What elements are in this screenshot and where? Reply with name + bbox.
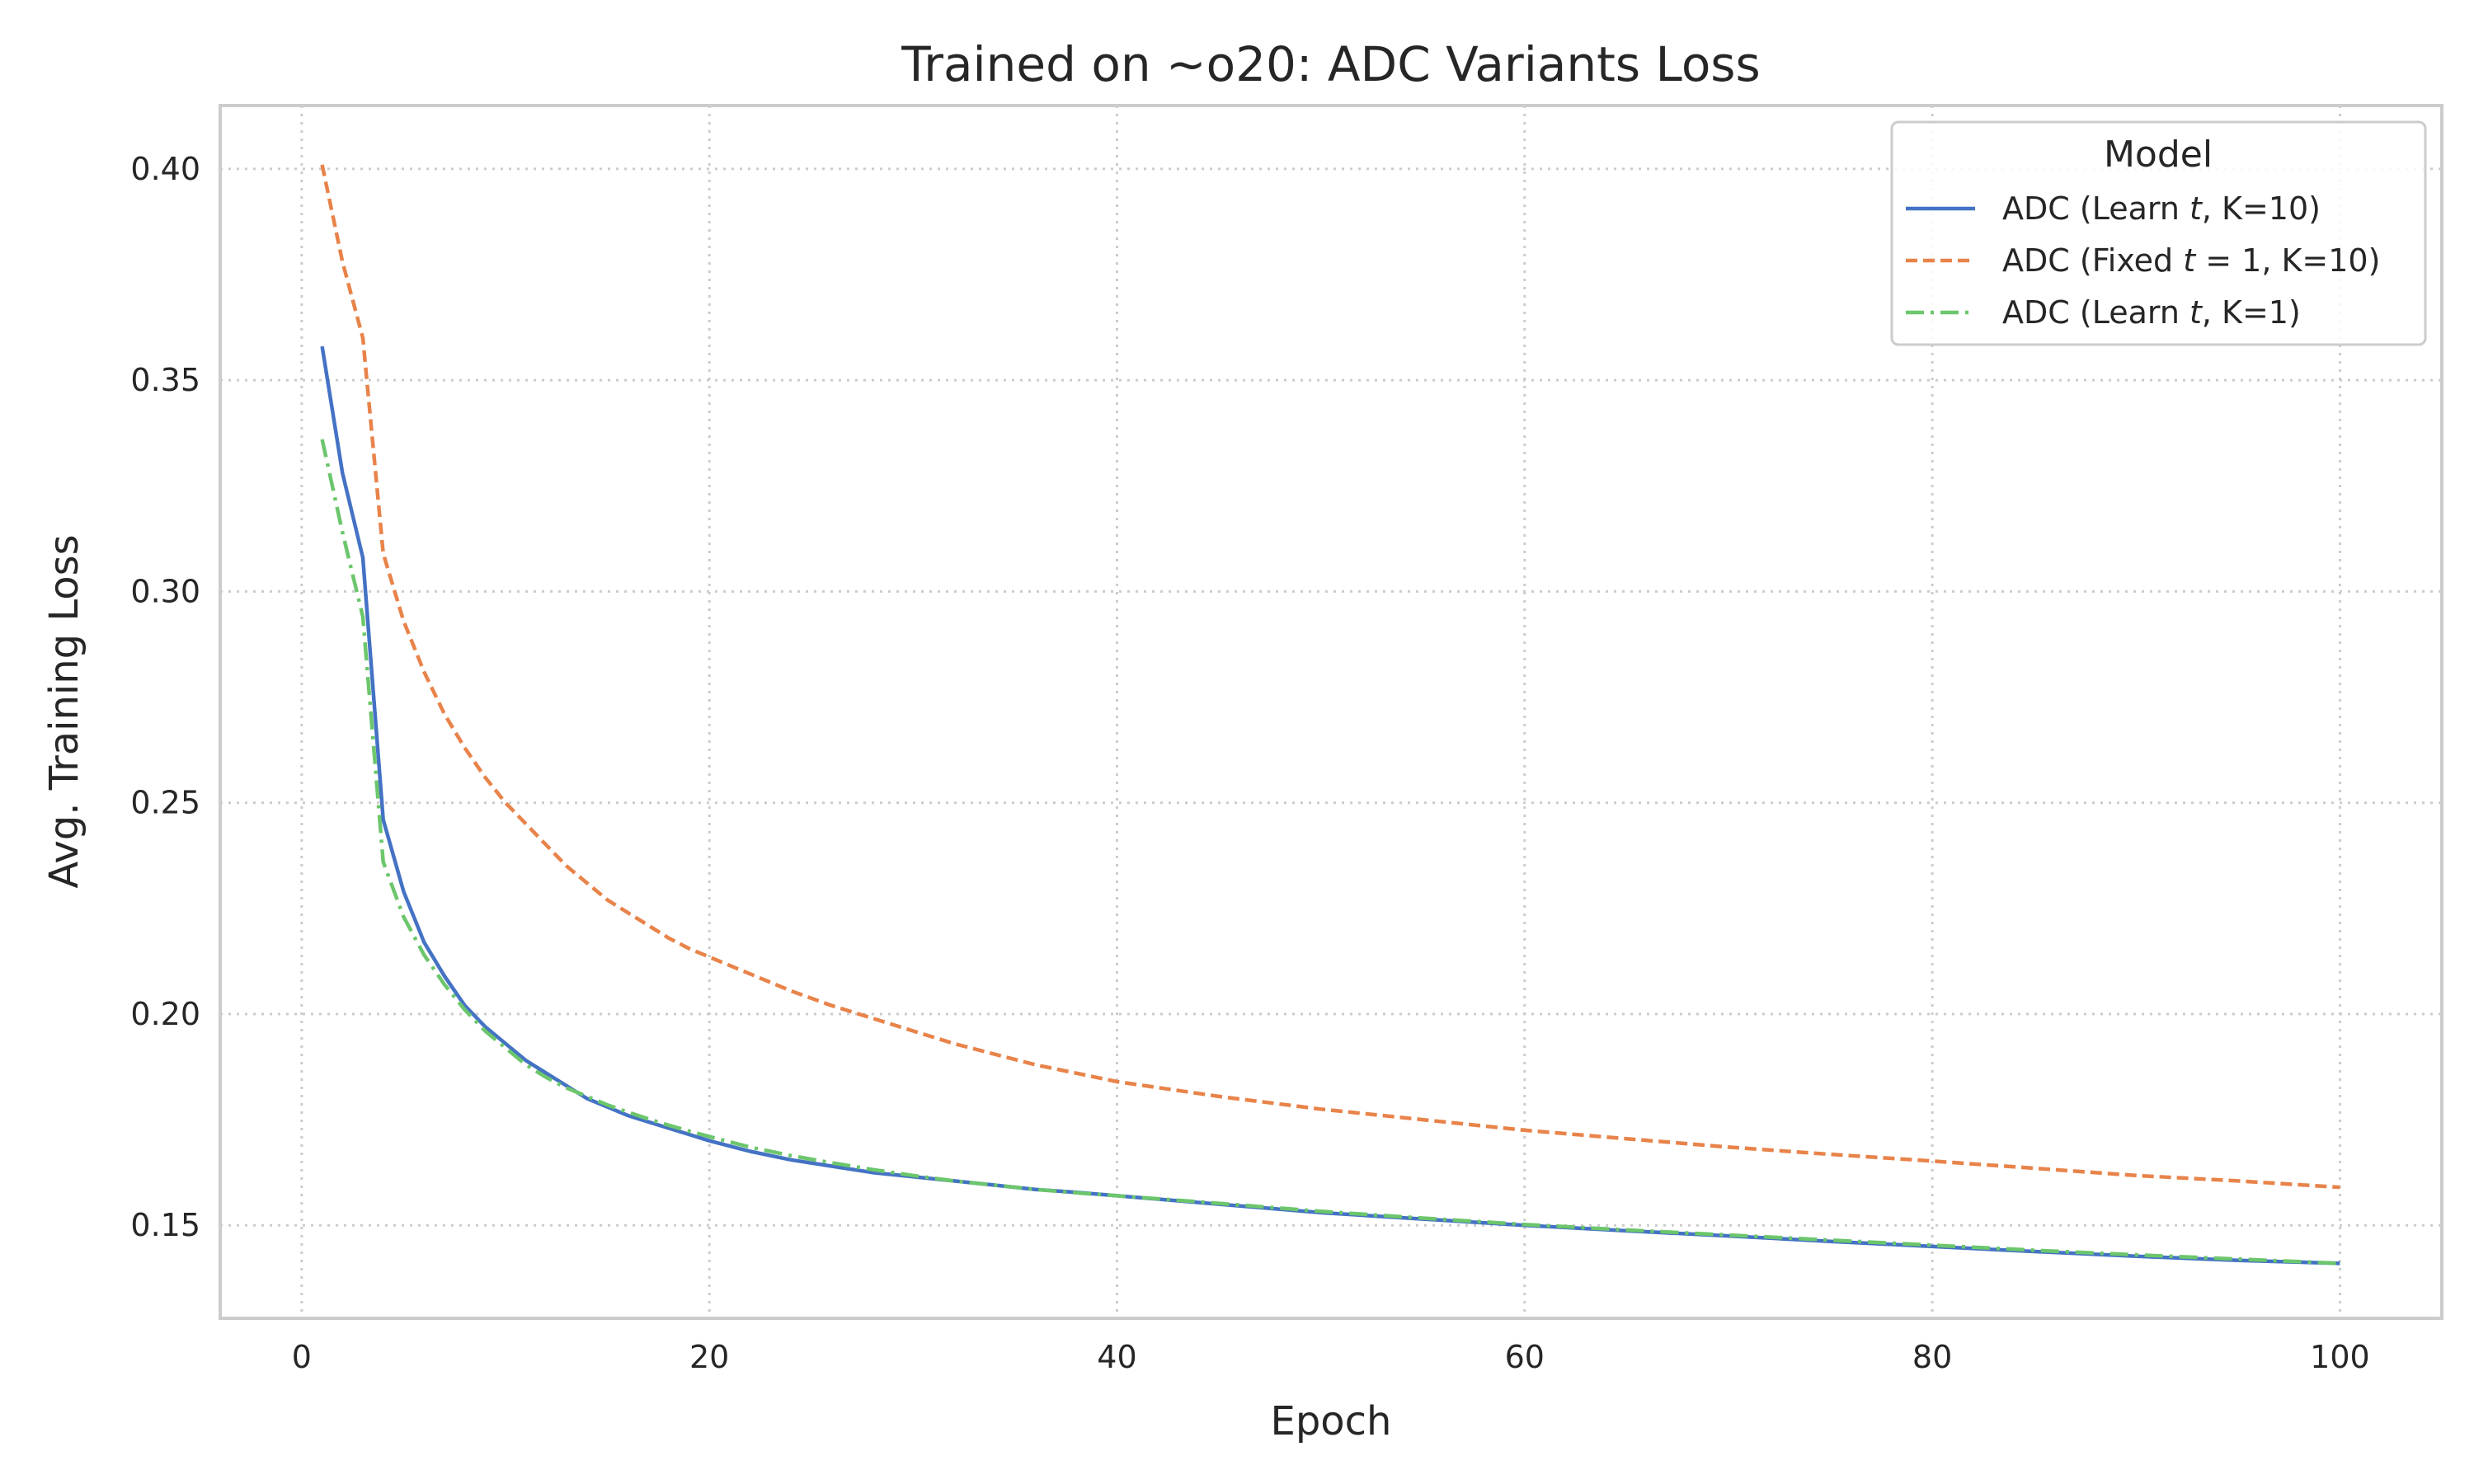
series-line-2 [320, 164, 2340, 1190]
y-tick-label: 0.35 [130, 362, 200, 398]
legend-label-part: = 1, K=10) [2195, 242, 2380, 279]
x-tick-label: 0 [292, 1339, 312, 1375]
legend-label-part: , K=1) [2202, 294, 2301, 331]
legend-label-part: ADC (Learn [2002, 294, 2189, 331]
legend-label-part: t [2183, 242, 2197, 279]
x-tick-label: 60 [1505, 1339, 1545, 1375]
y-tick-label: 0.15 [130, 1207, 200, 1243]
legend-box [1890, 120, 2427, 346]
legend-label-2: ADC (Fixed t = 1, K=10) [2002, 242, 2380, 279]
series-lines [320, 164, 2340, 1266]
x-tick-label: 80 [1912, 1339, 1952, 1375]
y-tick-label: 0.30 [130, 573, 200, 609]
legend-entries: ADC (Learn t, K=10)ADC (Fixed t = 1, K=1… [1906, 190, 2380, 331]
y-tick-label: 0.40 [130, 151, 200, 187]
x-tick-label: 20 [689, 1339, 729, 1375]
y-tick-label: 0.20 [130, 996, 200, 1032]
series-line-3 [320, 439, 2340, 1266]
legend-label-part: , K=10) [2202, 190, 2321, 227]
legend: Model ADC (Learn t, K=10)ADC (Fixed t = … [1890, 120, 2427, 346]
legend-label-part: t [2189, 294, 2204, 331]
x-axis-label: Epoch [1271, 1398, 1392, 1444]
legend-label-part: ADC (Fixed [2002, 242, 2183, 279]
y-tick-label: 0.25 [130, 785, 200, 821]
x-axis-ticks: 0 20 40 60 80 100 [292, 1339, 2370, 1375]
legend-label-3: ADC (Learn t, K=1) [2002, 294, 2301, 331]
x-tick-label: 40 [1097, 1339, 1136, 1375]
legend-title: Model [2104, 134, 2213, 176]
y-axis-ticks: 0.15 0.20 0.25 0.30 0.35 0.40 [130, 151, 200, 1243]
chart-title: Trained on ~o20: ADC Variants Loss [901, 36, 1761, 92]
legend-label-part: t [2189, 190, 2204, 227]
plot-frame [219, 104, 2443, 1320]
y-axis-label: Avg. Training Loss [41, 534, 87, 888]
x-tick-label: 100 [2310, 1339, 2370, 1375]
legend-label-1: ADC (Learn t, K=10) [2002, 190, 2321, 227]
legend-label-part: ADC (Learn [2002, 190, 2189, 227]
